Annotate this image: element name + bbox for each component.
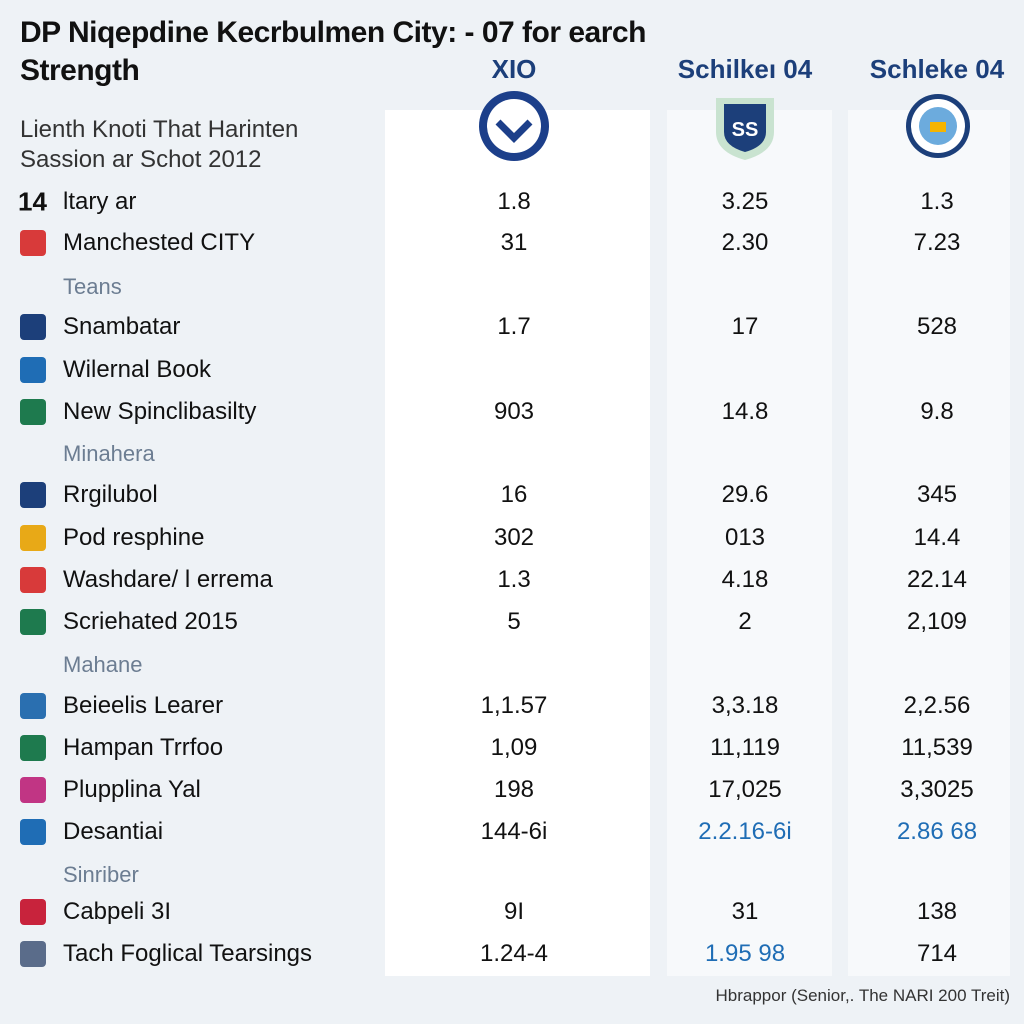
cell-value: 528 <box>916 313 958 340</box>
row-icon <box>20 357 46 383</box>
cell-value: 17 <box>731 313 759 340</box>
cell-value: 9.8 <box>920 398 954 425</box>
cell-value: 1,09 <box>490 734 538 761</box>
row-icon <box>20 735 46 761</box>
section-label: Mahane <box>63 652 143 677</box>
cell-value: 31 <box>731 898 759 925</box>
column-header: Schleke 04 <box>869 54 1005 84</box>
svg-text:SS: SS <box>732 119 759 141</box>
subtitle: Lienth Knoti That Harinten <box>20 116 299 143</box>
row-label: Manchested CITY <box>63 229 256 256</box>
cell-value: 138 <box>916 898 958 925</box>
cell-value: 2.30 <box>721 229 769 256</box>
cell-value: 2,109 <box>906 608 968 635</box>
row-label: Washdare/ l errema <box>63 566 273 593</box>
row-label: Beieelis Learer <box>63 692 224 719</box>
row-icon <box>20 693 46 719</box>
column-panel <box>848 110 1010 976</box>
cell-value: 302 <box>493 524 535 551</box>
column-header: XIO <box>491 54 537 84</box>
cell-value: 2.2.16-6i <box>698 818 792 845</box>
row-icon <box>20 314 46 340</box>
section-label: Minahera <box>63 441 155 466</box>
cell-value: 1.8 <box>497 188 531 215</box>
cell-value: 14.8 <box>721 398 769 425</box>
row-label: New Spinclibasilty <box>63 398 257 425</box>
row-label: Tach Foglical Tearsings <box>63 940 313 967</box>
cell-value: 7.23 <box>913 229 961 256</box>
row-icon <box>20 819 46 845</box>
cell-value: 144-6i <box>480 818 548 845</box>
cell-value: 013 <box>724 524 766 551</box>
column-panel <box>385 110 650 976</box>
cell-value: 1.3 <box>920 188 954 215</box>
cell-value: 11,539 <box>901 734 973 761</box>
footer-note: Hbrappor (Senior,. The NARI 200 Treit) <box>715 986 1011 1005</box>
cell-value: 198 <box>493 776 535 803</box>
row-prefix: 14 <box>18 186 47 217</box>
cell-value: 3.25 <box>721 188 769 215</box>
section-label: Teans <box>63 274 122 299</box>
logo: SS <box>716 98 774 160</box>
row-icon <box>20 567 46 593</box>
cell-value: 1.24-4 <box>479 940 549 967</box>
subtitle: Sassion ar Schot 2012 <box>20 146 262 173</box>
cell-value: 29.6 <box>721 481 769 508</box>
cell-value: 5 <box>507 608 521 635</box>
row-icon <box>20 525 46 551</box>
row-icon <box>20 777 46 803</box>
cell-value: 22.14 <box>906 566 968 593</box>
cell-value: 9I <box>503 898 525 925</box>
cell-value: 3,3025 <box>900 776 974 803</box>
row-icon <box>20 399 46 425</box>
cell-value: 345 <box>916 481 958 508</box>
column-header: Schilkeı 04 <box>677 54 813 84</box>
row-label: Cabpeli 3I <box>63 898 172 925</box>
row-label: Snambatar <box>63 313 181 340</box>
row-label: Wilernal Book <box>63 356 212 383</box>
cell-value: 903 <box>493 398 535 425</box>
cell-value: 1.7 <box>497 313 531 340</box>
row-icon <box>20 941 46 967</box>
cell-value: 2 <box>738 608 752 635</box>
cell-value: 3,3.18 <box>711 692 779 719</box>
row-icon <box>20 482 46 508</box>
row-label: Plupplina Yal <box>63 776 201 803</box>
section-label: Sinriber <box>63 862 139 887</box>
cell-value: 714 <box>916 940 958 967</box>
cell-value: 1.3 <box>497 566 531 593</box>
cell-value: 1,1.57 <box>480 692 548 719</box>
row-label: Rrgilubol <box>63 481 158 508</box>
row-icon <box>20 899 46 925</box>
cell-value: 4.18 <box>721 566 769 593</box>
logo <box>479 91 549 161</box>
cell-value: 17,025 <box>708 776 782 803</box>
title: Strength <box>20 54 140 87</box>
cell-value: 2,2.56 <box>903 692 971 719</box>
row-label: ltary ar <box>63 188 137 215</box>
cell-value: 1.95 98 <box>704 940 786 967</box>
cell-value: 16 <box>500 481 528 508</box>
column-panel <box>667 110 832 976</box>
row-label: Desantiai <box>63 818 164 845</box>
row-label: Hampan Trrfoo <box>63 734 224 761</box>
cell-value: 2.86 68 <box>896 818 978 845</box>
title: DP Niqepdine Kecrbulmen City: - 07 for e… <box>20 16 646 49</box>
logo <box>906 94 970 158</box>
row-icon <box>20 609 46 635</box>
cell-value: 11,119 <box>710 734 780 761</box>
row-icon <box>20 230 46 256</box>
cell-value: 14.4 <box>913 524 961 551</box>
row-label: Pod resphine <box>63 524 205 551</box>
cell-value: 31 <box>500 229 528 256</box>
row-label: Scriehated 2015 <box>63 608 238 635</box>
